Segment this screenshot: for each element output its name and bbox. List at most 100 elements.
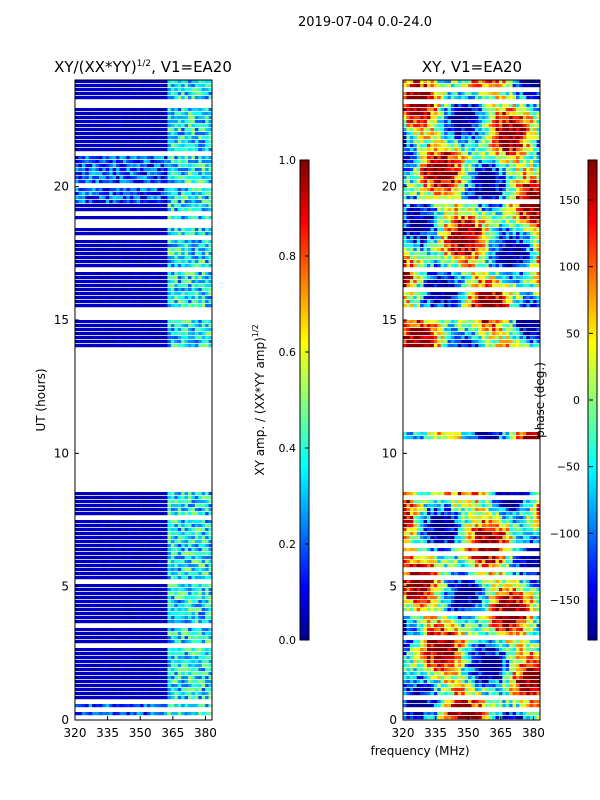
heat-cell [92, 604, 96, 608]
heat-cell [533, 644, 537, 648]
heat-cell [194, 148, 199, 152]
heat-cell [88, 276, 93, 280]
heat-cell [170, 176, 175, 180]
heat-cell [136, 172, 141, 176]
heat-cell [133, 80, 137, 84]
heat-cell [126, 648, 131, 652]
heat-cell [420, 640, 424, 644]
heat-cell [416, 672, 421, 676]
heat-cell [109, 92, 113, 96]
heat-cell [146, 588, 151, 592]
heat-cell [98, 144, 103, 148]
heat-cell [140, 108, 144, 112]
heat-cell [112, 588, 117, 592]
heat-cell [205, 572, 209, 576]
heat-cell [92, 92, 96, 96]
heat-cell [208, 652, 213, 656]
heat-cell [160, 124, 165, 128]
heat-cell [78, 188, 83, 192]
heat-cell [143, 524, 148, 528]
heat-cell [129, 252, 134, 256]
heat-cell [92, 244, 96, 248]
heat-cell [516, 692, 520, 696]
heat-cell [457, 656, 462, 660]
heat-cell [188, 652, 192, 656]
heat-cell [122, 128, 127, 132]
heat-cell [109, 168, 113, 172]
heat-cell [140, 572, 144, 576]
heat-cell [160, 512, 165, 516]
heat-cell [519, 664, 524, 668]
heat-cell [98, 332, 103, 336]
heat-cell [160, 540, 165, 544]
heat-cell [92, 576, 96, 580]
heat-cell [75, 208, 79, 212]
heat-cell [502, 676, 507, 680]
heat-cell [143, 660, 148, 664]
heat-cell [444, 652, 448, 656]
heat-cell [133, 180, 137, 184]
heat-cell [109, 504, 113, 508]
heat-cell [112, 592, 117, 596]
heat-cell [164, 200, 168, 204]
heat-cell [522, 664, 527, 668]
heat-cell [143, 276, 148, 280]
heat-cell [184, 260, 189, 264]
heat-cell [126, 564, 131, 568]
heat-cell [188, 696, 192, 700]
heat-cell [181, 664, 185, 668]
heat-cell [136, 584, 141, 588]
heat-cell [181, 592, 185, 596]
heat-cell [102, 208, 107, 212]
heat-cell [92, 672, 96, 676]
heat-cell [109, 656, 113, 660]
heat-cell [430, 660, 435, 664]
heat-cell [461, 656, 465, 660]
heat-cell [403, 632, 407, 636]
heat-cell [98, 592, 103, 596]
heat-cell [150, 548, 155, 552]
heat-cell [208, 696, 213, 700]
heat-cell [119, 540, 124, 544]
heat-cell [201, 660, 206, 664]
heat-cell [122, 124, 127, 128]
heat-cell [143, 568, 148, 572]
heat-cell [157, 164, 161, 168]
heat-cell [102, 120, 107, 124]
heat-cell [133, 244, 137, 248]
heat-cell [119, 344, 124, 348]
heat-cell [119, 632, 124, 636]
heat-cell [150, 304, 155, 308]
heat-cell [143, 596, 148, 600]
heat-cell [81, 564, 86, 568]
heat-cell [177, 604, 182, 608]
heat-cell [181, 292, 185, 296]
heat-cell [502, 668, 507, 672]
heat-cell [146, 328, 151, 332]
heat-cell [170, 288, 175, 292]
heat-cell [157, 168, 161, 172]
heat-cell [122, 564, 127, 568]
heat-cell [208, 200, 213, 204]
heat-cell [119, 656, 124, 660]
heat-cell [184, 496, 189, 500]
heat-cell [150, 276, 155, 280]
heat-cell [98, 260, 103, 264]
heat-cell [136, 84, 141, 88]
heat-cell [160, 336, 165, 340]
heat-cell [440, 684, 445, 688]
heat-cell [112, 544, 117, 548]
y-tick-label: 20 [54, 180, 69, 194]
heat-cell [98, 116, 103, 120]
heat-cell [194, 108, 199, 112]
heat-cell [519, 644, 524, 648]
heat-cell [447, 716, 452, 720]
heat-cell [102, 288, 107, 292]
heat-cell [208, 232, 213, 236]
heat-cell [102, 160, 107, 164]
heat-cell [126, 520, 131, 524]
heat-cell [92, 520, 96, 524]
heat-cell [92, 636, 96, 640]
heat-cell [416, 660, 421, 664]
heat-cell [184, 520, 189, 524]
